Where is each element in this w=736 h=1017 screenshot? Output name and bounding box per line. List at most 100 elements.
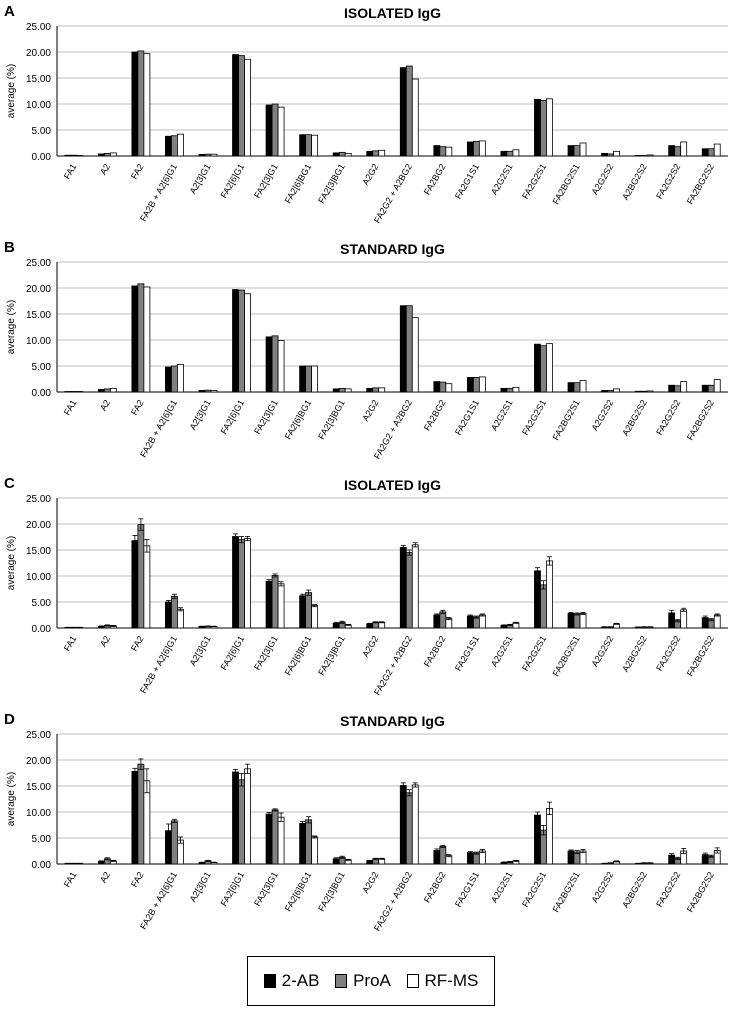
y-tick-label: 5.00 [32, 362, 52, 373]
bar-rf-ms-fa2g2-a2bg2 [411, 544, 419, 629]
bar-2-ab-fa2 [131, 771, 139, 865]
bar-rf-ms-fa2b-a2-6-g1 [177, 364, 184, 393]
x-tick-label: FA2G1S1 [453, 870, 481, 909]
x-tick-label: FA2BG2S1 [551, 634, 582, 678]
bar-proa-fa2bg2s2 [707, 148, 715, 157]
bar-2-ab-fa2bg2 [433, 381, 441, 393]
bar-proa-a2bg2s2 [640, 155, 648, 157]
bar-2-ab-a2g2s2 [601, 152, 608, 157]
bar-proa-fa2g2-a2bg2 [405, 792, 413, 865]
bar-rf-ms-fa1 [76, 155, 84, 157]
bar-2-ab-fa2bg2s1 [567, 382, 575, 393]
bar-proa-a2g2s2 [607, 153, 614, 157]
bar-rf-ms-fa2-6-bg1 [311, 365, 319, 393]
y-tick-label: 5.00 [32, 126, 52, 137]
bar-2-ab-fa2g2-a2bg2 [399, 547, 407, 629]
bar-proa-fa2bg2s1 [573, 382, 581, 393]
bar-rf-ms-fa2g2s1 [546, 560, 553, 629]
bar-rf-ms-fa2b-a2-6-g1 [177, 133, 184, 157]
x-tick-label: FA1 [62, 162, 79, 181]
bar-2-ab-a2bg2s2 [634, 155, 642, 157]
y-axis-label: average (%) [6, 64, 17, 118]
bar-rf-ms-fa2bg2s1 [579, 142, 587, 157]
x-tick-label: FA1 [62, 398, 79, 417]
bar-rf-ms-fa2-6-bg1 [311, 836, 319, 865]
chart-title: STANDARD IgG [340, 713, 445, 729]
bar-2-ab-fa2g2s2 [668, 384, 676, 393]
x-tick-label: FA2[3]BG1 [316, 398, 347, 441]
bar-proa-fa2-3-g1 [271, 575, 279, 629]
bar-2-ab-fa2-6-g1 [232, 771, 239, 865]
y-tick-label: 20.00 [26, 284, 51, 295]
bar-rf-ms-fa1 [76, 391, 84, 393]
y-tick-label: 5.00 [32, 834, 52, 845]
x-tick-label: FA2[6]BG1 [283, 162, 314, 205]
legend-swatch-proa [335, 974, 348, 988]
bar-proa-a2-3-g1 [204, 153, 212, 157]
legend: 2-AB ProA RF-MS [247, 956, 495, 1006]
bar-proa-a2g2 [372, 150, 380, 157]
bar-2-ab-fa2-3-g1 [265, 336, 273, 393]
bar-2-ab-fa2-6-g1 [232, 536, 239, 629]
bar-proa-a2 [103, 388, 111, 393]
bar-rf-ms-fa2 [143, 53, 151, 157]
bar-2-ab-fa2 [131, 51, 139, 157]
bar-rf-ms-fa2bg2 [445, 146, 453, 157]
y-axis-label: average (%) [6, 772, 17, 826]
bar-rf-ms-fa2 [143, 545, 151, 629]
x-tick-label: A2 [98, 634, 112, 649]
bar-2-ab-fa1 [64, 154, 72, 157]
bar-2-ab-fa2g2s1 [534, 570, 541, 629]
x-tick-label: FA2 [129, 398, 146, 417]
bar-2-ab-fa2-6-g1 [232, 54, 239, 157]
bar-proa-fa2g2s2 [674, 385, 682, 393]
bar-proa-fa1 [70, 391, 78, 393]
x-tick-label: FA2 [129, 870, 146, 889]
x-tick-label: FA2G2 + A2BG2 [372, 398, 414, 461]
bar-proa-fa2g2s1 [540, 99, 547, 157]
bar-rf-ms-a2g2 [378, 149, 386, 157]
x-tick-label: FA2BG2S1 [551, 870, 582, 914]
bar-2-ab-a2-3-g1 [198, 390, 206, 393]
x-tick-label: FA2[3]BG1 [316, 870, 347, 913]
bar-proa-fa2-6-bg1 [305, 592, 313, 629]
bar-2-ab-fa2bg2s1 [567, 613, 575, 629]
bar-proa-fa2g1s1 [472, 377, 480, 393]
y-tick-label: 25.00 [26, 22, 51, 33]
bar-2-ab-a2g2 [366, 387, 374, 393]
bar-rf-ms-a2bg2s2 [646, 390, 654, 393]
x-tick-label: A2G2 [360, 634, 380, 659]
bar-2-ab-fa2g1s1 [466, 615, 474, 629]
bar-rf-ms-fa2-6-g1 [244, 58, 251, 157]
bar-rf-ms-fa2b-a2-6-g1 [177, 839, 184, 865]
x-tick-label: A2G2S1 [489, 870, 515, 904]
x-tick-label: FA2 [129, 162, 146, 181]
bar-proa-fa2g2s2 [674, 146, 682, 157]
legend-label-rfms: RF-MS [424, 971, 479, 990]
bar-rf-ms-fa2-6-g1 [244, 538, 251, 629]
bar-2-ab-a2g2s2 [601, 390, 608, 393]
bar-proa-fa2g2-a2bg2 [405, 65, 413, 157]
x-tick-label: A2G2 [360, 162, 380, 187]
bar-rf-ms-a2g2s1 [512, 149, 520, 157]
bar-proa-fa2bg2 [439, 611, 447, 629]
x-tick-label: FA2BG2S2 [685, 162, 716, 206]
x-tick-label: FA2G2S2 [654, 634, 682, 673]
bar-2-ab-a2 [97, 388, 105, 393]
x-tick-label: FA2B + A2[6]G1 [138, 870, 179, 931]
x-tick-label: FA2[6]G1 [219, 634, 247, 672]
y-tick-label: 10.00 [26, 100, 51, 111]
x-tick-label: A2G2 [360, 398, 380, 423]
y-axis-label: average (%) [6, 300, 17, 354]
y-axis-label: average (%) [6, 536, 17, 590]
chart-title: STANDARD IgG [340, 241, 445, 257]
bar-rf-ms-fa2bg2s1 [579, 613, 587, 629]
bar-rf-ms-fa2-3-bg1 [344, 152, 352, 157]
bar-proa-fa2-3-bg1 [338, 387, 346, 393]
bar-2-ab-fa2g1s1 [466, 377, 474, 393]
bar-2-ab-fa2-6-g1 [232, 289, 239, 393]
bar-rf-ms-a2g2s2 [613, 388, 620, 393]
x-tick-label: FA2BG2 [422, 398, 448, 432]
y-tick-label: 10.00 [26, 572, 51, 583]
bar-2-ab-fa2b-a2-6-g1 [165, 366, 172, 393]
